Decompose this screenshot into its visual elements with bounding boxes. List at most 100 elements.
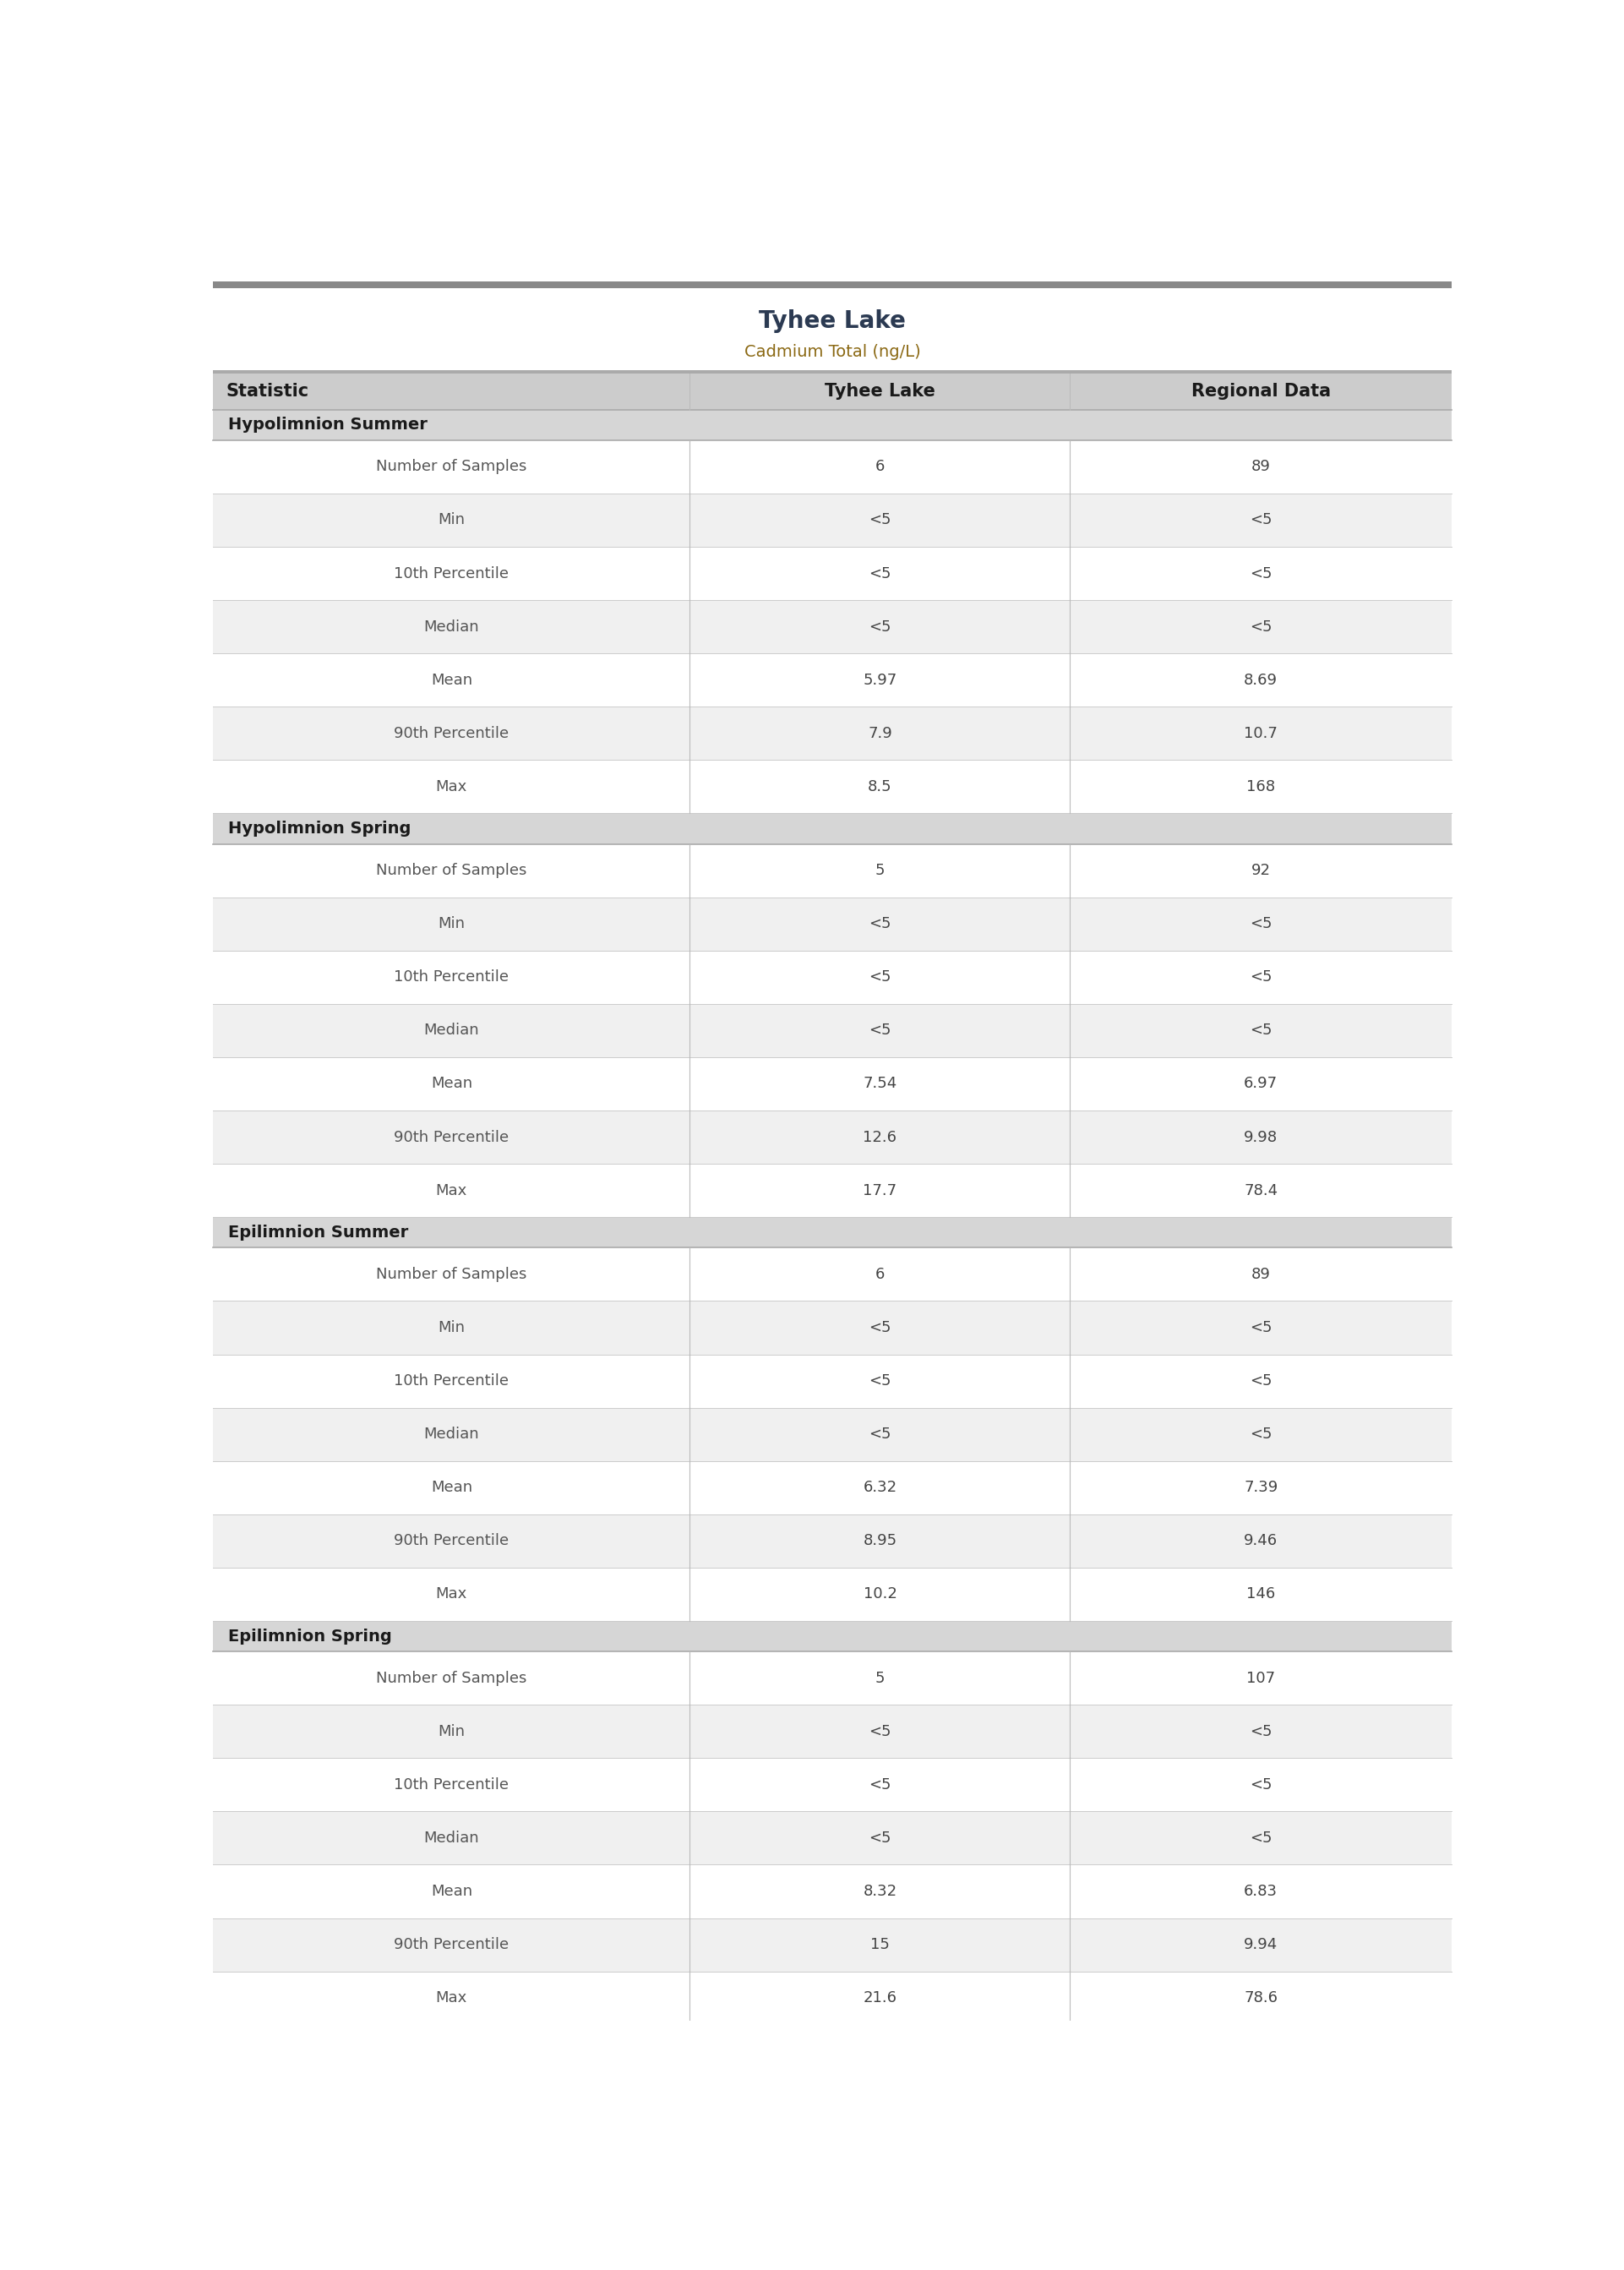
Text: 89: 89 bbox=[1250, 1267, 1270, 1283]
Text: 8.5: 8.5 bbox=[867, 779, 892, 794]
Bar bbox=[213, 1249, 1452, 1301]
Bar bbox=[213, 1058, 1452, 1110]
Bar bbox=[213, 409, 1452, 440]
Bar bbox=[213, 440, 1452, 493]
Text: Median: Median bbox=[424, 1428, 479, 1441]
Text: 10th Percentile: 10th Percentile bbox=[395, 1373, 508, 1389]
Text: 9.94: 9.94 bbox=[1244, 1936, 1278, 1952]
Text: 8.32: 8.32 bbox=[862, 1884, 896, 1900]
Bar bbox=[213, 951, 1452, 1003]
Text: 8.95: 8.95 bbox=[862, 1532, 896, 1548]
Text: Min: Min bbox=[438, 1723, 464, 1739]
Text: <5: <5 bbox=[869, 1321, 892, 1335]
Bar bbox=[213, 1110, 1452, 1165]
Bar bbox=[213, 370, 1452, 375]
Bar bbox=[213, 1621, 1452, 1653]
Text: <5: <5 bbox=[869, 1777, 892, 1793]
Bar bbox=[213, 1355, 1452, 1407]
Text: 78.4: 78.4 bbox=[1244, 1183, 1278, 1199]
Bar bbox=[213, 706, 1452, 760]
Bar bbox=[213, 1970, 1452, 2025]
Text: Number of Samples: Number of Samples bbox=[377, 1671, 526, 1687]
Text: <5: <5 bbox=[1249, 565, 1272, 581]
Text: 92: 92 bbox=[1250, 863, 1270, 878]
Bar bbox=[213, 1003, 1452, 1058]
Text: 90th Percentile: 90th Percentile bbox=[395, 1130, 508, 1144]
Text: <5: <5 bbox=[869, 620, 892, 633]
Text: 15: 15 bbox=[870, 1936, 890, 1952]
Text: 146: 146 bbox=[1246, 1587, 1275, 1603]
Bar bbox=[213, 1864, 1452, 1918]
Bar bbox=[213, 1301, 1452, 1355]
Bar bbox=[213, 1514, 1452, 1569]
Text: <5: <5 bbox=[1249, 917, 1272, 931]
Text: Mean: Mean bbox=[430, 1076, 473, 1092]
Text: <5: <5 bbox=[1249, 1428, 1272, 1441]
Text: <5: <5 bbox=[1249, 513, 1272, 527]
Bar bbox=[213, 813, 1452, 844]
Text: 10th Percentile: 10th Percentile bbox=[395, 969, 508, 985]
Text: Max: Max bbox=[435, 779, 468, 794]
Text: 107: 107 bbox=[1246, 1671, 1275, 1687]
Text: 10th Percentile: 10th Percentile bbox=[395, 1777, 508, 1793]
Bar bbox=[213, 1217, 1452, 1249]
Bar bbox=[213, 375, 1452, 409]
Text: 90th Percentile: 90th Percentile bbox=[395, 1936, 508, 1952]
Text: Hypolimnion Summer: Hypolimnion Summer bbox=[227, 418, 427, 434]
Text: <5: <5 bbox=[1249, 1830, 1272, 1846]
Bar bbox=[213, 493, 1452, 547]
Text: Median: Median bbox=[424, 1024, 479, 1037]
Text: <5: <5 bbox=[1249, 1373, 1272, 1389]
Text: <5: <5 bbox=[869, 917, 892, 931]
Text: <5: <5 bbox=[869, 1830, 892, 1846]
Bar bbox=[213, 1569, 1452, 1621]
Text: <5: <5 bbox=[1249, 1321, 1272, 1335]
Bar bbox=[213, 1407, 1452, 1462]
Text: 78.6: 78.6 bbox=[1244, 1991, 1278, 2007]
Text: <5: <5 bbox=[1249, 1024, 1272, 1037]
Bar bbox=[213, 547, 1452, 599]
Bar bbox=[213, 1165, 1452, 1217]
Text: 8.69: 8.69 bbox=[1244, 672, 1278, 688]
Bar bbox=[213, 599, 1452, 654]
Text: Min: Min bbox=[438, 917, 464, 931]
Text: 9.98: 9.98 bbox=[1244, 1130, 1278, 1144]
Text: <5: <5 bbox=[1249, 1777, 1272, 1793]
Bar bbox=[213, 1705, 1452, 1757]
Text: Regional Data: Regional Data bbox=[1190, 384, 1330, 400]
Text: Max: Max bbox=[435, 1183, 468, 1199]
Text: Median: Median bbox=[424, 620, 479, 633]
Text: Max: Max bbox=[435, 1991, 468, 2007]
Text: Mean: Mean bbox=[430, 1884, 473, 1900]
Text: 10.2: 10.2 bbox=[862, 1587, 896, 1603]
Text: <5: <5 bbox=[869, 969, 892, 985]
Text: Number of Samples: Number of Samples bbox=[377, 459, 526, 474]
Text: <5: <5 bbox=[1249, 1723, 1272, 1739]
Text: 9.46: 9.46 bbox=[1244, 1532, 1278, 1548]
Text: Epilimnion Spring: Epilimnion Spring bbox=[227, 1628, 391, 1643]
Text: Min: Min bbox=[438, 513, 464, 527]
Text: Mean: Mean bbox=[430, 672, 473, 688]
Text: Epilimnion Summer: Epilimnion Summer bbox=[227, 1224, 408, 1239]
Text: Statistic: Statistic bbox=[226, 384, 309, 400]
Text: <5: <5 bbox=[1249, 620, 1272, 633]
Text: 90th Percentile: 90th Percentile bbox=[395, 726, 508, 740]
Text: Number of Samples: Number of Samples bbox=[377, 863, 526, 878]
Text: <5: <5 bbox=[1249, 969, 1272, 985]
Bar bbox=[213, 760, 1452, 813]
Text: Tyhee Lake: Tyhee Lake bbox=[758, 309, 906, 334]
Text: Number of Samples: Number of Samples bbox=[377, 1267, 526, 1283]
Text: Max: Max bbox=[435, 1587, 468, 1603]
Text: 6.83: 6.83 bbox=[1244, 1884, 1278, 1900]
Text: 89: 89 bbox=[1250, 459, 1270, 474]
Text: Median: Median bbox=[424, 1830, 479, 1846]
Text: 12.6: 12.6 bbox=[862, 1130, 896, 1144]
Text: 90th Percentile: 90th Percentile bbox=[395, 1532, 508, 1548]
Text: 5: 5 bbox=[875, 863, 885, 878]
Text: <5: <5 bbox=[869, 1024, 892, 1037]
Text: 7.39: 7.39 bbox=[1244, 1480, 1278, 1496]
Text: 6: 6 bbox=[875, 459, 885, 474]
Bar bbox=[213, 1757, 1452, 1811]
Bar bbox=[213, 844, 1452, 897]
Text: 168: 168 bbox=[1246, 779, 1275, 794]
